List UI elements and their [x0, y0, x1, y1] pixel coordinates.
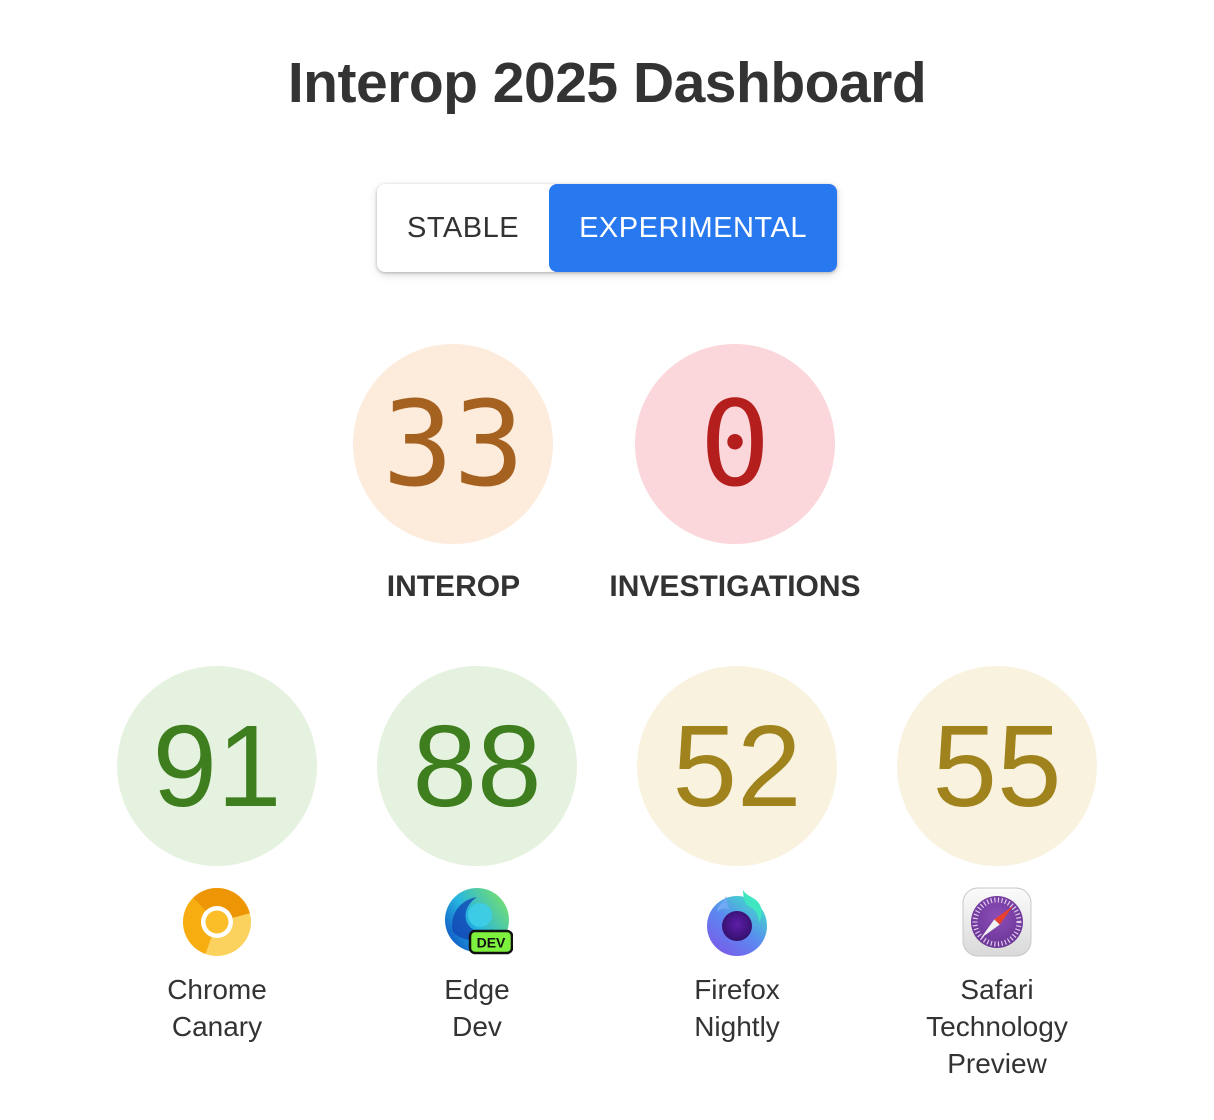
chrome-canary-icon	[183, 888, 251, 956]
safari-technology-preview-score-circle: 55	[897, 666, 1097, 866]
interop-score-value: 33	[382, 375, 525, 513]
summary-scores: 33 INTEROP 0 INVESTIGATIONS	[0, 344, 1214, 604]
experimental-toggle-button[interactable]: EXPERIMENTAL	[549, 184, 837, 272]
firefox-nightly-score-block: 52	[617, 666, 857, 1082]
edge-dev-label: Edge Dev	[444, 974, 510, 1042]
edge-dev-score-circle: 88	[377, 666, 577, 866]
channel-toggle: STABLE EXPERIMENTAL	[0, 184, 1214, 272]
stable-toggle-button[interactable]: STABLE	[377, 184, 549, 272]
investigations-score-block: 0 INVESTIGATIONS	[609, 344, 861, 604]
firefox-nightly-score-value: 52	[672, 701, 802, 831]
browser-scores: 91 Chrome Canary 88	[0, 666, 1214, 1082]
firefox-nightly-score-circle: 52	[637, 666, 837, 866]
channel-toggle-group: STABLE EXPERIMENTAL	[377, 184, 837, 272]
chrome-canary-score-circle: 91	[117, 666, 317, 866]
safari-technology-preview-icon	[962, 887, 1032, 957]
investigations-score-label: INVESTIGATIONS	[609, 570, 861, 603]
chrome-canary-score-value: 91	[152, 701, 282, 831]
safari-technology-preview-label: Safari Technology Preview	[926, 974, 1068, 1079]
interop-score-label: INTEROP	[386, 570, 521, 603]
safari-technology-preview-score-block: 55	[877, 666, 1117, 1082]
firefox-nightly-label: Firefox Nightly	[694, 974, 780, 1042]
investigations-score-circle: 0	[634, 344, 835, 544]
interop-score-circle: 33	[353, 344, 554, 544]
chrome-canary-score-block: 91 Chrome Canary	[97, 666, 337, 1082]
edge-dev-score-block: 88 DEV Edge Dev	[357, 666, 597, 1082]
edge-dev-icon: DEV	[445, 888, 513, 955]
edge-dev-score-value: 88	[412, 701, 542, 831]
interop-score-block: 33 INTEROP	[353, 344, 554, 604]
investigations-score-value: 0	[699, 375, 771, 513]
edge-dev-badge-text: DEV	[477, 935, 506, 951]
chrome-canary-label: Chrome Canary	[167, 974, 267, 1042]
safari-technology-preview-score-value: 55	[932, 701, 1062, 831]
page-title: Interop 2025 Dashboard	[287, 51, 927, 115]
firefox-nightly-icon	[707, 890, 767, 956]
